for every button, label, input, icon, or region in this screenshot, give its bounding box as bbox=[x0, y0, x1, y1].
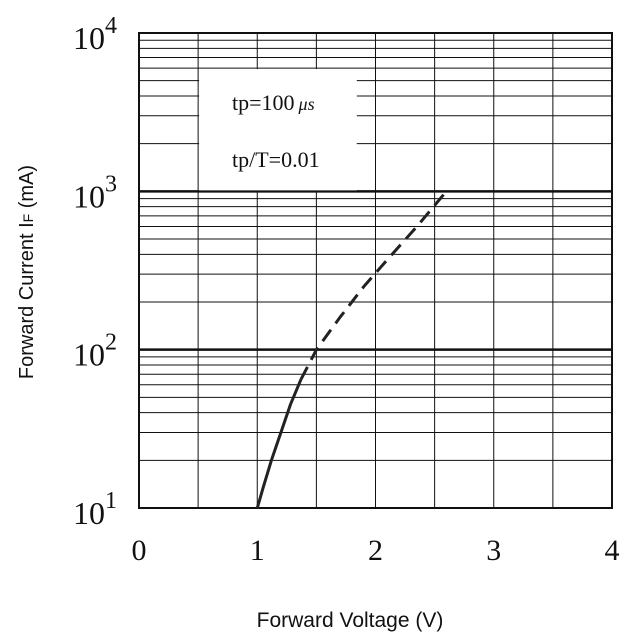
y-tick-labels: 101 102 103 104 bbox=[73, 13, 117, 531]
y-tick-label: 102 bbox=[73, 330, 117, 373]
annotation-pulse-width: tp=100 μs bbox=[232, 90, 315, 115]
y-tick-label: 104 bbox=[73, 13, 117, 56]
x-tick-label: 4 bbox=[605, 534, 620, 567]
x-tick-label: 2 bbox=[368, 534, 383, 567]
x-tick-label: 0 bbox=[132, 534, 147, 567]
x-tick-label: 3 bbox=[486, 534, 501, 567]
y-tick-label: 101 bbox=[73, 488, 117, 531]
grid bbox=[139, 33, 612, 508]
series-curve-dashed bbox=[299, 190, 448, 380]
y-tick-label: 103 bbox=[73, 171, 117, 214]
series-layer bbox=[255, 190, 448, 509]
annotation-box bbox=[199, 69, 357, 191]
annotation-duty-cycle: tp/T=0.01 bbox=[232, 147, 320, 172]
y-axis-title: Forward Current IF (mA) bbox=[16, 165, 38, 379]
plot-frame bbox=[138, 32, 613, 509]
series-curve-solid bbox=[255, 378, 303, 509]
x-tick-labels: 0 1 2 3 4 bbox=[132, 534, 620, 567]
x-tick-label: 1 bbox=[250, 534, 265, 567]
x-axis-title: Forward Voltage (V) bbox=[257, 609, 444, 632]
